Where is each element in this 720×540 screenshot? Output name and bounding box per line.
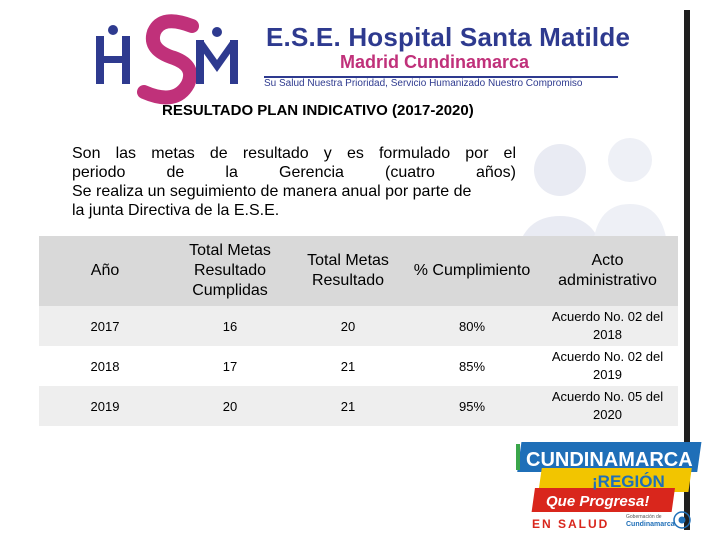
cell-total-goals: 21 — [289, 346, 407, 386]
header-total-goals: Total Metas Resultado — [289, 236, 407, 306]
table-row: 2017 16 20 80% Acuerdo No. 02 del 2018 — [39, 306, 678, 346]
header-admin-act: Acto administrativo — [537, 236, 678, 306]
hospital-name: E.S.E. Hospital Santa Matilde — [266, 22, 631, 52]
cell-total-goals: 21 — [289, 386, 407, 426]
cell-goals-met: 17 — [171, 346, 289, 386]
document-title: RESULTADO PLAN INDICATIVO (2017-2020) — [162, 102, 474, 119]
results-table: Año Total Metas Resultado Cumplidas Tota… — [39, 236, 678, 426]
header-year: Año — [39, 236, 171, 306]
cell-year: 2017 — [39, 306, 171, 346]
cund-line1: CUNDINAMARCA — [526, 449, 693, 471]
table-row: 2019 20 21 95% Acuerdo No. 05 del 2020 — [39, 386, 678, 426]
cund-gov-small: Gobernación de — [626, 514, 662, 520]
cund-gov-name: Cundinamarca — [626, 521, 675, 528]
right-edge-bar — [684, 10, 690, 530]
cell-admin-act: Acuerdo No. 02 del 2018 — [537, 306, 678, 346]
hospital-logo — [96, 14, 238, 105]
cund-line4: EN SALUD — [532, 517, 609, 531]
cell-total-goals: 20 — [289, 306, 407, 346]
cell-compliance: 80% — [407, 306, 537, 346]
cund-line3: Que Progresa! — [546, 493, 649, 510]
hospital-slogan: Su Salud Nuestra Prioridad, Servicio Hum… — [264, 78, 583, 89]
cell-compliance: 95% — [407, 386, 537, 426]
table-header-row: Año Total Metas Resultado Cumplidas Tota… — [39, 236, 678, 306]
gov-seal-icon — [673, 511, 691, 529]
header-goals-met: Total Metas Resultado Cumplidas — [171, 236, 289, 306]
table-row: 2018 17 21 85% Acuerdo No. 02 del 2019 — [39, 346, 678, 386]
header-compliance: % Cumplimiento — [407, 236, 537, 306]
cell-goals-met: 16 — [171, 306, 289, 346]
intro-line: la junta Directiva de la E.S.E. — [72, 202, 280, 219]
cund-line2: ¡REGIÓN — [592, 472, 665, 491]
cell-compliance: 85% — [407, 346, 537, 386]
cell-admin-act: Acuerdo No. 05 del 2020 — [537, 386, 678, 426]
intro-line: periodo de la Gerencia (cuatro años) — [72, 164, 516, 181]
intro-paragraph: Son las metas de resultado y es formulad… — [72, 144, 516, 220]
cell-admin-act: Acuerdo No. 02 del 2019 — [537, 346, 678, 386]
cell-year: 2018 — [39, 346, 171, 386]
intro-line: Son las metas de resultado y es formulad… — [72, 145, 516, 162]
cundinamarca-logo: CUNDINAMARCA ¡REGIÓN Que Progresa! EN SA… — [516, 442, 702, 531]
hospital-location: Madrid Cundinamarca — [340, 52, 530, 72]
intro-line: Se realiza un seguimiento de manera anua… — [72, 183, 472, 200]
cell-goals-met: 20 — [171, 386, 289, 426]
cell-year: 2019 — [39, 386, 171, 426]
header-divider — [264, 76, 618, 78]
